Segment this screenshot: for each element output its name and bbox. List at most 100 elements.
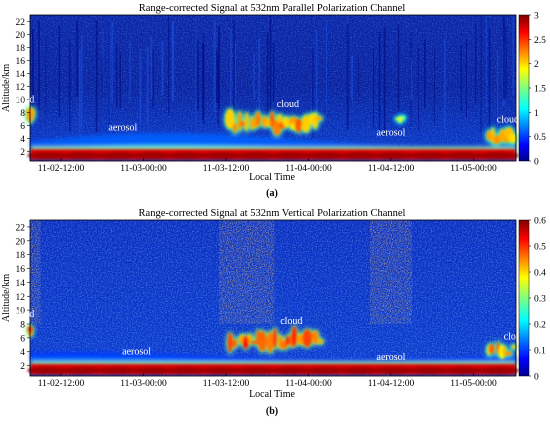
panel-a-plot-area: [24, 14, 519, 162]
aerosol-layer-cell: [285, 359, 299, 365]
aerosol-layer-cell: [394, 359, 408, 365]
colorbar-tick-label: 0: [534, 373, 539, 383]
aerosol-layer-cell: [212, 356, 226, 365]
aerosol-layer-cell: [479, 357, 493, 365]
aerosol-layer-cell: [30, 352, 44, 365]
boundary-layer-core: [61, 366, 104, 375]
boundary-layer-core: [130, 151, 173, 160]
y-tick-label: 2: [20, 362, 25, 372]
y-tick-label: 8: [20, 109, 25, 119]
aerosol-layer-cell: [467, 357, 481, 365]
boundary-layer-core: [408, 366, 450, 375]
colorbar-tick-label: 2.5: [534, 36, 546, 46]
annotation-label: aerosol: [377, 352, 406, 363]
aerosol-layer-cell: [309, 359, 323, 365]
annotation-label: cloud: [277, 99, 299, 110]
y-tick-label: 8: [20, 321, 25, 331]
aerosol-layer-core: [188, 360, 202, 363]
panel-b-xlabel: Local Time: [249, 389, 295, 400]
cloud-patch: [400, 115, 406, 120]
aerosol-layer-core: [236, 361, 250, 364]
aerosol-layer-cell: [260, 358, 274, 365]
panel-b-ylabel: Altitude/km: [1, 274, 12, 323]
panel-a-title: Range-corrected Signal at 532nm Parallel…: [139, 3, 406, 14]
x-tick-label: 11-04-12:00: [368, 164, 415, 174]
aerosol-layer-cell: [430, 358, 444, 365]
boundary-layer-core: [408, 151, 450, 160]
annotation-label: cloud: [280, 316, 302, 327]
cloud-patch: [237, 111, 242, 132]
cloud-patch: [250, 116, 255, 130]
cloud-patch: [227, 332, 233, 353]
panel-a-y-axis: 2 4 6 8 10 12 14 16 18 20 22: [16, 18, 30, 158]
y-tick-label: 22: [16, 18, 26, 28]
aerosol-layer-core: [66, 358, 80, 363]
x-tick-label: 11-04-00:00: [285, 379, 332, 389]
aerosol-layer-cell: [357, 359, 371, 365]
panel-a-xlabel: Local Time: [249, 172, 295, 183]
boundary-layer-core: [269, 366, 312, 375]
y-tick-label: 2: [20, 148, 25, 158]
aerosol-layer-core: [30, 358, 44, 363]
x-tick-label: 11-04-12:00: [368, 379, 415, 389]
x-tick-label: 11-03-00:00: [120, 164, 167, 174]
annotation-label: aerosol: [377, 128, 406, 139]
boundary-layer-core: [477, 151, 519, 160]
cloud-patch: [282, 116, 290, 128]
aerosol-layer-cell: [236, 357, 250, 365]
annotation-label: aerosol: [108, 123, 137, 134]
colorbar-tick-label: 3: [534, 12, 539, 22]
y-tick-label: 14: [16, 70, 26, 80]
y-tick-label: 12: [16, 83, 26, 93]
aerosol-layer-core: [54, 358, 68, 363]
x-tick-label: 11-03-12:00: [203, 379, 250, 389]
y-tick-label: 18: [16, 251, 26, 261]
y-tick-label: 22: [16, 223, 26, 233]
boundary-layer-core: [165, 151, 208, 160]
panel-a-colorbar: 0 0.5 1 1.5 2 2.5 3: [518, 12, 546, 168]
aerosol-layer-cell: [163, 354, 177, 365]
aerosol-layer-cell: [151, 353, 165, 365]
boundary-layer-core: [269, 151, 312, 160]
panel-b-colorbar: 0 0.1 0.2 0.3 0.4 0.5 0.6: [518, 217, 546, 383]
aerosol-layer-core: [151, 359, 165, 363]
cloud-patch: [294, 118, 303, 133]
cloud-patch: [255, 111, 261, 127]
cloud-patch: [311, 330, 319, 344]
cloud-patch: [486, 130, 492, 142]
cloud-patch: [291, 326, 298, 347]
cloud-patch: [316, 339, 324, 344]
x-tick-label: 11-04-00:00: [285, 164, 332, 174]
boundary-layer-core: [304, 151, 346, 160]
cloud-patch: [244, 112, 249, 132]
cloud-patch: [508, 133, 517, 144]
cloud-patch: [488, 343, 495, 355]
x-tick-label: 11-05-00:00: [450, 164, 497, 174]
y-tick-label: 14: [16, 279, 26, 289]
y-tick-label: 6: [20, 334, 25, 344]
boundary-layer-core: [442, 151, 485, 160]
x-tick-label: 11-03-00:00: [120, 379, 167, 389]
aerosol-layer-cell: [454, 358, 468, 365]
panel-a-ylabel: Altitude/km: [1, 64, 12, 113]
cloud-patch: [258, 331, 267, 352]
cloud-patch: [312, 112, 318, 129]
aerosol-layer-core: [42, 358, 56, 363]
aerosol-layer-core: [79, 358, 93, 363]
aerosol-layer-cell: [103, 352, 117, 365]
aerosol-layer-cell: [503, 356, 517, 365]
aerosol-layer-cell: [115, 352, 129, 365]
aerosol-layer-core: [91, 358, 105, 363]
aerosol-layer-cell: [273, 358, 287, 365]
cloud-patch: [249, 340, 259, 344]
aerosol-layer-core: [139, 359, 153, 363]
x-tick-label: 11-05-00:00: [450, 379, 497, 389]
panel-b-y-axis: 2 4 6 8 10 12 14 16 18 20 22: [16, 223, 30, 372]
boundary-layer-core: [200, 151, 242, 160]
boundary-layer-core: [373, 366, 416, 375]
aerosol-layer-cell: [176, 354, 190, 365]
aerosol-layer-cell: [200, 355, 214, 365]
annotation-label: cloud: [12, 95, 34, 106]
aerosol-layer-cell: [442, 358, 456, 365]
